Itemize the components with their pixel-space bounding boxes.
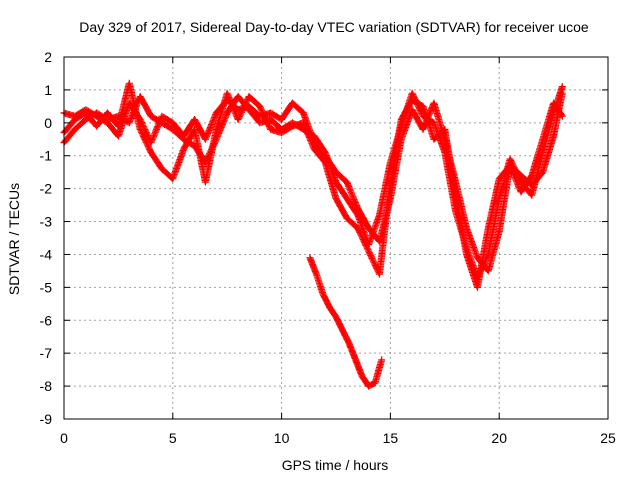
x-tick-labels: 0 5 10 15 20 25 <box>60 430 616 446</box>
x-axis-label: GPS time / hours <box>282 457 389 473</box>
y-tick-label: -1 <box>40 148 53 164</box>
x-tick-label: 25 <box>600 430 616 446</box>
y-tick-label: -3 <box>40 214 53 230</box>
y-tick-label: 2 <box>44 49 52 65</box>
plot-frame <box>63 56 609 420</box>
x-tick-label: 20 <box>491 430 507 446</box>
x-tick-label: 10 <box>274 430 290 446</box>
y-tick-label: -4 <box>40 246 53 262</box>
y-tick-label: -5 <box>40 279 53 295</box>
y-tick-label: -8 <box>40 378 53 394</box>
y-axis-label: SDTVAR / TECUs <box>6 183 22 295</box>
x-tick-label: 0 <box>60 430 68 446</box>
y-tick-label: 1 <box>44 82 52 98</box>
data-marks <box>60 79 566 390</box>
series-3-trace <box>306 254 386 390</box>
x-tick-label: 5 <box>169 430 177 446</box>
y-tick-label: -6 <box>40 312 53 328</box>
y-tick-labels: 2 1 0 -1 -2 -3 -4 -5 -6 -7 -8 -9 <box>40 49 53 427</box>
chart-title: Day 329 of 2017, Sidereal Day-to-day VTE… <box>79 19 589 35</box>
y-tick-label: -7 <box>40 345 53 361</box>
series-3-markers <box>306 254 386 390</box>
y-tick-label: -9 <box>40 411 53 427</box>
y-tick-label: -2 <box>40 181 53 197</box>
y-tick-label: 0 <box>44 115 52 131</box>
x-tick-label: 15 <box>383 430 399 446</box>
axis-ticks <box>63 56 609 420</box>
